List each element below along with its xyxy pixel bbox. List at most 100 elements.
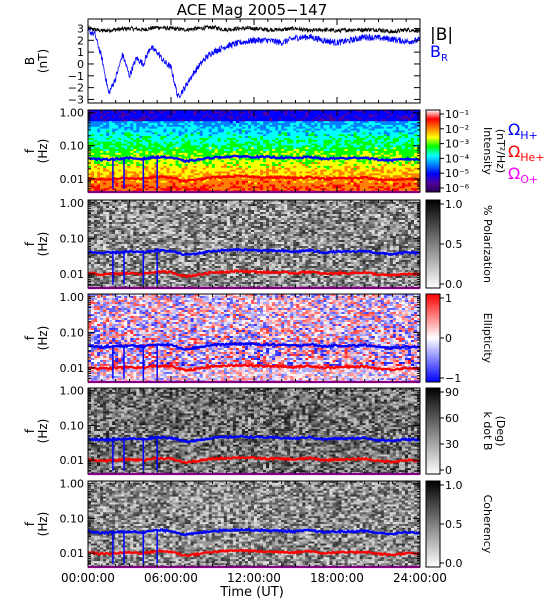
spectrogram-cell	[112, 116, 115, 118]
spectrogram-cell	[151, 129, 154, 131]
spectrogram-cell	[103, 173, 106, 175]
spectrogram-cell	[396, 153, 399, 155]
spectrogram-cell	[182, 142, 185, 144]
spectrogram-cell	[145, 131, 148, 133]
spectrogram-cell	[378, 164, 381, 166]
spectrogram-cell	[266, 173, 269, 175]
spectrogram-cell	[299, 129, 302, 131]
spectrogram-cell	[197, 127, 200, 129]
spectrogram-cell	[151, 170, 154, 172]
spectrogram-cell	[227, 136, 230, 138]
spectrogram-cell	[200, 183, 203, 185]
spectrogram-cell	[375, 170, 378, 172]
spectrogram-cell	[326, 129, 329, 131]
spectrogram-cell	[390, 132, 393, 134]
spectrogram-cell	[103, 138, 106, 140]
spectrogram-cell	[97, 142, 100, 144]
spectrogram-cell	[230, 138, 233, 140]
spectrogram-cell	[142, 117, 145, 119]
spectrogram-cell	[378, 145, 381, 147]
spectrogram-cell	[314, 125, 317, 127]
spectrogram-cell	[206, 132, 209, 134]
spectrogram-cell	[224, 166, 227, 168]
spectrogram-cell	[293, 186, 296, 188]
spectrogram-cell	[251, 164, 254, 166]
spectrogram-cell	[133, 112, 136, 114]
spectrogram-cell	[260, 160, 263, 162]
spectrogram-cell	[151, 168, 154, 170]
spectrogram-cell	[221, 166, 224, 168]
spectrogram-cell	[366, 112, 369, 114]
spectrogram-cell	[145, 134, 148, 136]
spectrogram-cell	[348, 134, 351, 136]
spectrogram-cell	[160, 138, 163, 140]
spectrogram-cell	[323, 162, 326, 164]
spectrogram-cell	[284, 183, 287, 185]
spectrogram-cell	[314, 170, 317, 172]
spectrogram-cell	[296, 183, 299, 185]
spectrogram-cell	[411, 121, 414, 123]
spectrogram-cell	[342, 153, 345, 155]
spectrogram-cell	[224, 131, 227, 133]
spectrogram-cell	[257, 119, 260, 121]
spectrogram-cell	[360, 160, 363, 162]
spectrogram-cell	[160, 112, 163, 114]
spectrogram-cell	[230, 127, 233, 129]
spectrogram-cell	[369, 168, 372, 170]
spectrogram-cell	[236, 168, 239, 170]
spectrogram-cell	[335, 123, 338, 125]
spectrogram-cell	[332, 114, 335, 116]
spectrogram-cell	[163, 166, 166, 168]
spectrogram-cell	[263, 136, 266, 138]
spectrogram-cell	[139, 155, 142, 157]
spectrogram-cell	[378, 144, 381, 146]
spectrogram-cell	[191, 132, 194, 134]
spectrogram-cell	[354, 132, 357, 134]
spectrogram-cell	[91, 170, 94, 172]
spectrogram-cell	[348, 147, 351, 149]
spectrogram-cell	[323, 129, 326, 131]
spectrogram-cell	[387, 186, 390, 188]
spectrogram-cell	[381, 136, 384, 138]
spectrogram-cell	[139, 144, 142, 146]
spectrogram-cell	[369, 136, 372, 138]
spectrogram-cell	[242, 186, 245, 188]
spectrogram-cell	[185, 168, 188, 170]
spectrogram-cell	[293, 140, 296, 142]
spectrogram-cell	[357, 185, 360, 187]
spectrogram-cell	[296, 142, 299, 144]
spectrogram-cell	[100, 175, 103, 177]
spectrogram-cell	[263, 131, 266, 133]
spectrogram-cell	[230, 179, 233, 181]
spectrogram-cell	[278, 125, 281, 127]
spectrogram-cell	[323, 127, 326, 129]
spectrogram-cell	[124, 138, 127, 140]
spectrogram-cell	[145, 129, 148, 131]
spectrogram-cell	[185, 132, 188, 134]
spectrogram-cell	[414, 132, 417, 134]
spectrogram-cell	[266, 140, 269, 142]
spectrogram-cell	[360, 116, 363, 118]
spectrogram-cell	[224, 147, 227, 149]
spectrogram-cell	[94, 123, 97, 125]
spectrogram-cell	[179, 132, 182, 134]
spectrogram-cell	[323, 175, 326, 177]
spectrogram-cell	[302, 112, 305, 114]
spectrogram-cell	[197, 164, 200, 166]
spectrogram-cell	[275, 166, 278, 168]
spectrogram-cell	[311, 173, 314, 175]
spectrogram-cell	[314, 117, 317, 119]
spectrogram-cell	[145, 114, 148, 116]
spectrogram-cell	[239, 153, 242, 155]
spectrogram-cell	[100, 131, 103, 133]
spectrogram-cell	[115, 147, 118, 149]
spectrogram-cell	[118, 119, 121, 121]
spectrogram-cell	[387, 125, 390, 127]
spectrogram-cell	[266, 136, 269, 138]
spectrogram-cell	[151, 145, 154, 147]
spectrogram-cell	[200, 119, 203, 121]
spectrogram-cell	[109, 125, 112, 127]
spectrogram-cell	[408, 114, 411, 116]
spectrogram-cell	[209, 138, 212, 140]
spectrogram-cell	[326, 116, 329, 118]
